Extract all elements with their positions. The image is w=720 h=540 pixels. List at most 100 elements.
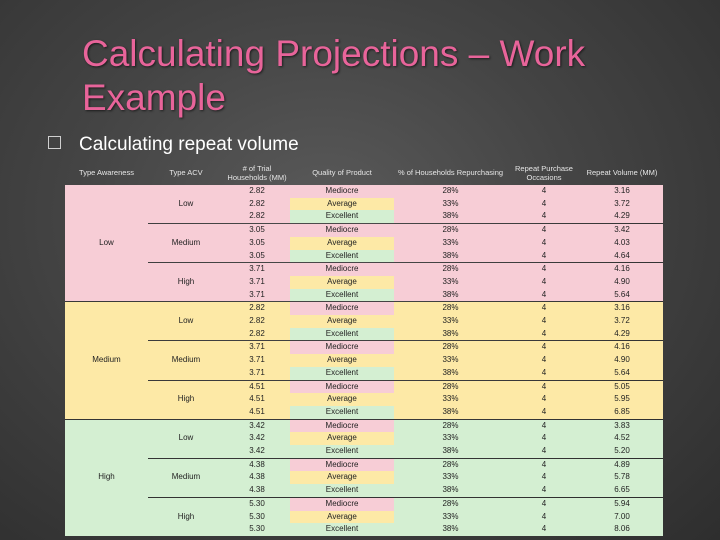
cell-pct-repurchasing: 38% bbox=[394, 327, 507, 341]
header-pct-repurchasing: % of Households Repurchasing bbox=[397, 168, 504, 177]
cell-quality: Average bbox=[290, 315, 394, 328]
table-row: 4.38 Excellent 38% 4 6.65 bbox=[65, 484, 663, 498]
cell-trial-households: 3.42 bbox=[224, 432, 290, 446]
cell-repeat-occasions: 4 bbox=[507, 223, 581, 237]
cell-repeat-occasions: 4 bbox=[507, 510, 581, 524]
table-row: High 3.71 Mediocre 28% 4 4.16 bbox=[65, 262, 663, 302]
cell-quality: Excellent bbox=[290, 445, 394, 459]
cell-pct-repurchasing: 38% bbox=[394, 249, 507, 263]
cell-repeat-volume: 5.64 bbox=[581, 366, 663, 381]
cell-repeat-volume: 4.64 bbox=[581, 249, 663, 263]
cell-quality: Average bbox=[290, 236, 394, 250]
cell-trial-households: 4.38 bbox=[224, 457, 290, 472]
cell-pct-repurchasing: 28% bbox=[394, 262, 507, 276]
cell-repeat-volume: 4.03 bbox=[581, 236, 663, 250]
cell-repeat-volume: 5.20 bbox=[581, 445, 663, 459]
cell-quality: Excellent bbox=[290, 484, 394, 498]
cell-repeat-volume: 4.16 bbox=[581, 262, 663, 276]
cell-repeat-occasions: 4 bbox=[507, 496, 581, 511]
cell-quality: Excellent bbox=[290, 288, 394, 302]
table-header-row: Type Awareness Type ACV # of Trial House… bbox=[65, 160, 663, 185]
cell-repeat-occasions: 4 bbox=[507, 249, 581, 263]
cell-repeat-occasions: 4 bbox=[507, 484, 581, 498]
table-row: 4.38 Average 33% 4 5.78 bbox=[65, 471, 663, 485]
cell-quality: Mediocre bbox=[290, 379, 394, 394]
table-row: Medium 3.05 Mediocre 28% 4 3.42 bbox=[65, 223, 663, 263]
cell-pct-repurchasing: 33% bbox=[394, 315, 507, 328]
table-row: High Low 3.42 Mediocre 28% 4 3.83 bbox=[65, 418, 663, 536]
cell-type-awareness: High bbox=[65, 418, 148, 536]
cell-pct-repurchasing: 38% bbox=[394, 523, 507, 536]
cell-repeat-occasions: 4 bbox=[507, 445, 581, 459]
cell-quality: Excellent bbox=[290, 523, 394, 536]
cell-pct-repurchasing: 28% bbox=[394, 457, 507, 472]
cell-repeat-occasions: 4 bbox=[507, 418, 581, 433]
cell-repeat-volume: 3.72 bbox=[581, 197, 663, 211]
cell-type-acv: Medium bbox=[148, 457, 224, 498]
bullet-text: Calculating repeat volume bbox=[79, 134, 299, 155]
cell-trial-households: 2.82 bbox=[224, 210, 290, 224]
cell-type-awareness: Low bbox=[65, 185, 148, 302]
cell-repeat-occasions: 4 bbox=[507, 185, 581, 198]
cell-repeat-occasions: 4 bbox=[507, 327, 581, 341]
header-type-awareness: Type Awareness bbox=[79, 168, 134, 177]
cell-trial-households: 5.30 bbox=[224, 523, 290, 536]
cell-repeat-occasions: 4 bbox=[507, 315, 581, 328]
table-row: 4.51 Excellent 38% 4 6.85 bbox=[65, 405, 663, 420]
table-row: Medium 3.71 Mediocre 28% 4 4.16 bbox=[65, 340, 663, 381]
cell-quality: Mediocre bbox=[290, 223, 394, 237]
cell-trial-households: 3.71 bbox=[224, 288, 290, 302]
cell-pct-repurchasing: 28% bbox=[394, 340, 507, 355]
cell-repeat-volume: 7.00 bbox=[581, 510, 663, 524]
cell-pct-repurchasing: 38% bbox=[394, 366, 507, 381]
cell-repeat-occasions: 4 bbox=[507, 523, 581, 536]
cell-quality: Mediocre bbox=[290, 262, 394, 276]
cell-repeat-volume: 4.29 bbox=[581, 327, 663, 341]
cell-repeat-volume: 4.16 bbox=[581, 340, 663, 355]
cell-repeat-volume: 8.06 bbox=[581, 523, 663, 536]
cell-pct-repurchasing: 33% bbox=[394, 432, 507, 446]
cell-trial-households: 3.42 bbox=[224, 445, 290, 459]
cell-quality: Mediocre bbox=[290, 185, 394, 198]
cell-trial-households: 3.05 bbox=[224, 223, 290, 237]
table-row: 3.42 Excellent 38% 4 5.20 bbox=[65, 445, 663, 459]
table-row: 2.82 Excellent 38% 4 4.29 bbox=[65, 210, 663, 224]
cell-quality: Mediocre bbox=[290, 301, 394, 316]
cell-trial-households: 4.38 bbox=[224, 484, 290, 498]
cell-repeat-volume: 6.65 bbox=[581, 484, 663, 498]
cell-quality: Mediocre bbox=[290, 340, 394, 355]
cell-repeat-volume: 4.52 bbox=[581, 432, 663, 446]
cell-repeat-volume: 4.90 bbox=[581, 275, 663, 289]
cell-quality: Mediocre bbox=[290, 457, 394, 472]
header-trial-households: # of Trial Households (MM) bbox=[227, 163, 287, 182]
cell-trial-households: 2.82 bbox=[224, 315, 290, 328]
cell-repeat-volume: 5.94 bbox=[581, 496, 663, 511]
table-row: 3.71 Average 33% 4 4.90 bbox=[65, 354, 663, 367]
cell-pct-repurchasing: 38% bbox=[394, 210, 507, 224]
cell-type-awareness: Medium bbox=[65, 301, 148, 420]
header-repeat-volume: Repeat Volume (MM) bbox=[586, 168, 658, 177]
table-row: 2.82 Excellent 38% 4 4.29 bbox=[65, 327, 663, 341]
table-row: Low Low 2.82 Mediocre 28% 4 3.16 bbox=[65, 185, 663, 302]
cell-repeat-volume: 4.29 bbox=[581, 210, 663, 224]
cell-pct-repurchasing: 33% bbox=[394, 236, 507, 250]
cell-trial-households: 3.05 bbox=[224, 236, 290, 250]
cell-quality: Excellent bbox=[290, 405, 394, 420]
table-row: 2.82 Average 33% 4 3.72 bbox=[65, 197, 663, 211]
cell-pct-repurchasing: 38% bbox=[394, 405, 507, 420]
cell-type-acv: High bbox=[148, 379, 224, 420]
cell-quality: Average bbox=[290, 354, 394, 367]
cell-repeat-volume: 3.16 bbox=[581, 185, 663, 198]
cell-quality: Mediocre bbox=[290, 496, 394, 511]
cell-trial-households: 3.42 bbox=[224, 418, 290, 433]
cell-pct-repurchasing: 28% bbox=[394, 379, 507, 394]
table-row: 4.51 Average 33% 4 5.95 bbox=[65, 393, 663, 406]
cell-trial-households: 5.30 bbox=[224, 496, 290, 511]
cell-pct-repurchasing: 38% bbox=[394, 445, 507, 459]
cell-trial-households: 4.51 bbox=[224, 405, 290, 420]
cell-type-acv: High bbox=[148, 262, 224, 302]
cell-repeat-volume: 4.89 bbox=[581, 457, 663, 472]
cell-repeat-volume: 5.64 bbox=[581, 288, 663, 302]
cell-pct-repurchasing: 28% bbox=[394, 185, 507, 198]
cell-repeat-volume: 3.16 bbox=[581, 301, 663, 316]
